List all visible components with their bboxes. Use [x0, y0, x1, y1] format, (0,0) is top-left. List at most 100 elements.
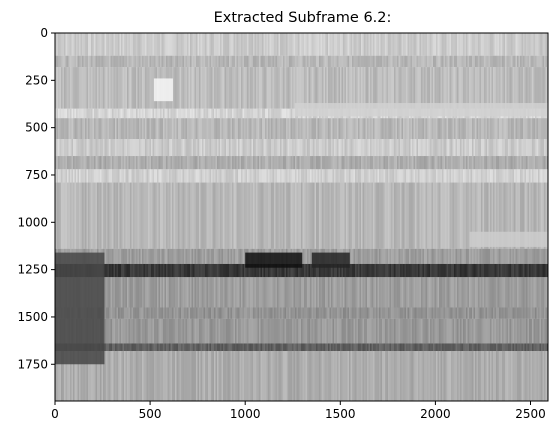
texture-streak [239, 169, 241, 183]
texture-streak [484, 343, 486, 352]
texture-streak [188, 307, 190, 319]
texture-streak [493, 318, 495, 344]
texture-streak [131, 67, 133, 109]
texture-streak [521, 307, 523, 319]
texture-streak [392, 263, 394, 278]
texture-streak [464, 67, 466, 109]
texture-streak [62, 351, 64, 401]
texture-streak [424, 263, 426, 278]
texture-streak [182, 277, 184, 308]
texture-streak [350, 307, 352, 319]
texture-streak [497, 307, 499, 319]
texture-streak [434, 343, 436, 352]
texture-streak [472, 318, 474, 344]
texture-streak [301, 55, 303, 68]
texture-streak [305, 318, 307, 344]
texture-streak [101, 118, 103, 140]
texture-streak [163, 263, 165, 278]
texture-streak [502, 343, 504, 352]
texture-streak [164, 139, 166, 157]
texture-streak [472, 343, 474, 352]
texture-streak [214, 169, 216, 183]
texture-streak [536, 118, 538, 140]
texture-streak [401, 263, 403, 278]
texture-streak [118, 33, 120, 56]
texture-streak [160, 108, 162, 119]
texture-streak [118, 67, 120, 109]
texture-streak [331, 277, 333, 308]
texture-streak [433, 343, 435, 352]
texture-streak [158, 118, 160, 140]
texture-streak [148, 277, 150, 308]
texture-streak [410, 33, 412, 56]
texture-streak [385, 156, 387, 170]
texture-streak [166, 263, 168, 278]
texture-streak [484, 33, 486, 56]
texture-streak [487, 182, 489, 249]
texture-streak [461, 182, 463, 249]
texture-streak [394, 139, 396, 157]
texture-streak [283, 343, 285, 352]
texture-streak [388, 318, 390, 344]
texture-streak [368, 67, 370, 109]
texture-streak [296, 67, 298, 109]
texture-streak [431, 33, 433, 56]
texture-streak [107, 67, 109, 109]
texture-streak [517, 67, 519, 109]
texture-streak [176, 343, 178, 352]
texture-streak [343, 55, 345, 68]
texture-streak [229, 55, 231, 68]
texture-streak [179, 318, 181, 344]
texture-streak [347, 169, 349, 183]
texture-streak [428, 156, 430, 170]
texture-streak [245, 55, 247, 68]
texture-streak [502, 307, 504, 319]
texture-streak [503, 67, 505, 109]
texture-streak [458, 263, 460, 278]
texture-streak [334, 182, 336, 249]
texture-streak [475, 277, 477, 308]
texture-streak [262, 182, 264, 249]
texture-streak [344, 118, 346, 140]
texture-streak [337, 277, 339, 308]
texture-streak [190, 248, 192, 264]
texture-streak [239, 318, 241, 344]
texture-streak [146, 343, 148, 352]
texture-streak [335, 169, 337, 183]
texture-streak [332, 263, 334, 278]
texture-streak [328, 33, 330, 56]
texture-streak [497, 318, 499, 344]
texture-streak [172, 318, 174, 344]
texture-streak [530, 318, 532, 344]
texture-streak [220, 169, 222, 183]
texture-streak [128, 263, 130, 278]
texture-streak [178, 139, 180, 157]
texture-streak [325, 55, 327, 68]
texture-streak [167, 33, 169, 56]
texture-streak [202, 156, 204, 170]
texture-streak [323, 67, 325, 109]
texture-streak [511, 169, 513, 183]
texture-streak [149, 108, 151, 119]
texture-streak [239, 118, 241, 140]
texture-streak [157, 33, 159, 56]
texture-streak [107, 307, 109, 319]
texture-streak [295, 169, 297, 183]
texture-streak [196, 277, 198, 308]
texture-streak [419, 67, 421, 109]
texture-streak [499, 318, 501, 344]
texture-streak [353, 118, 355, 140]
texture-streak [344, 169, 346, 183]
texture-streak [217, 33, 219, 56]
texture-streak [253, 108, 255, 119]
texture-streak [221, 139, 223, 157]
texture-streak [253, 169, 255, 183]
texture-streak [436, 118, 438, 140]
texture-streak [427, 343, 429, 352]
texture-streak [371, 139, 373, 157]
texture-streak [409, 263, 411, 278]
texture-streak [377, 67, 379, 109]
texture-streak [478, 139, 480, 157]
texture-streak [302, 318, 304, 344]
texture-streak [196, 263, 198, 278]
